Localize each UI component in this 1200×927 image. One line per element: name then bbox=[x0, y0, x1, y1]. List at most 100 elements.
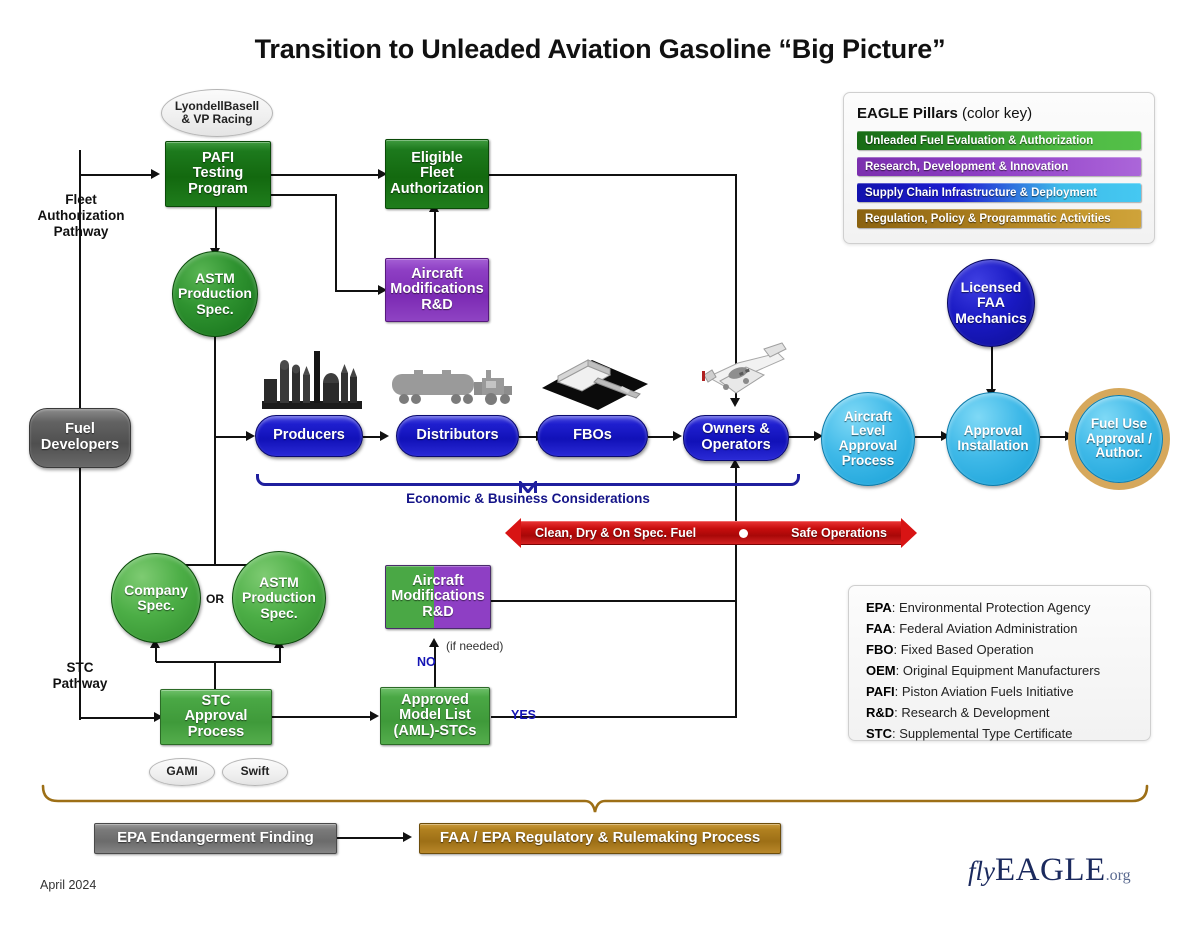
connector-bottom-right-spine bbox=[735, 600, 737, 718]
node-aircraft-level-approval-process[interactable]: Aircraft Level Approval Process bbox=[821, 392, 915, 486]
node-producers[interactable]: Producers bbox=[255, 415, 363, 457]
abbr-row: FBO: Fixed Based Operation bbox=[866, 642, 1034, 658]
connector-spine-to-owners-up bbox=[735, 464, 737, 519]
node-fbos[interactable]: FBOs bbox=[537, 415, 648, 457]
node-fuel-use-approval-authorization[interactable]: Fuel Use Approval / Author. bbox=[1075, 395, 1163, 483]
abbr-key: PAFI bbox=[866, 684, 895, 700]
connector-fbos-to-owners bbox=[648, 436, 674, 438]
arrowhead-pafi-to-mods bbox=[378, 285, 387, 295]
abbr-row: OEM: Original Equipment Manufacturers bbox=[866, 663, 1101, 679]
connector-distributors-to-fbos bbox=[519, 436, 537, 438]
legend-pillar-supply-chain: Supply Chain Infrastructure & Deployment bbox=[857, 183, 1141, 202]
abbr-value: Piston Aviation Fuels Initiative bbox=[901, 684, 1074, 700]
connector-stc-pathway bbox=[79, 717, 154, 719]
fleet-authorization-pathway-label: Fleet Authorization Pathway bbox=[18, 192, 144, 241]
node-approval-installation[interactable]: Approval Installation bbox=[946, 392, 1040, 486]
arrowhead-astm-to-producers bbox=[246, 431, 255, 441]
connector-to-astm-bottom bbox=[279, 645, 281, 662]
callout-label: Swift bbox=[240, 764, 270, 779]
connector-stc-to-aml bbox=[272, 716, 372, 718]
arrowhead-pafi-to-eligible bbox=[378, 169, 387, 179]
abbr-value: Environmental Protection Agency bbox=[899, 600, 1091, 615]
airplane-icon bbox=[686, 337, 790, 409]
connector-pafi-elbow-h1 bbox=[271, 194, 337, 196]
node-fuel-developers[interactable]: Fuel Developers bbox=[29, 408, 131, 468]
callout-lyondellbasell-vp-racing: LyondellBasell & VP Racing bbox=[161, 89, 273, 137]
safety-double-arrow: Clean, Dry & On Spec. Fuel Safe Operatio… bbox=[505, 517, 917, 549]
node-label: Producers bbox=[273, 427, 345, 444]
arrowhead-owners-to-aircraft-level bbox=[814, 431, 823, 441]
abbreviations-legend: EPA: Environmental Protection Agency FAA… bbox=[848, 585, 1151, 741]
stc-label-line2: Pathway bbox=[52, 676, 108, 692]
abbr-key: EPA bbox=[866, 600, 892, 615]
node-licensed-faa-mechanics[interactable]: Licensed FAA Mechanics bbox=[947, 259, 1035, 347]
node-pafi-testing-program[interactable]: PAFI Testing Program bbox=[165, 141, 271, 207]
connector-lower-mods-to-spine bbox=[491, 600, 737, 602]
node-eligible-fleet-authorization[interactable]: Eligible Fleet Authorization bbox=[385, 139, 489, 209]
abbr-row: R&D: Research & Development bbox=[866, 705, 1050, 721]
callout-label: GAMI bbox=[166, 764, 198, 779]
node-label: Approved Model List (AML)-STCs bbox=[393, 691, 477, 739]
arrowhead-aircraft-level-to-approval bbox=[941, 431, 950, 441]
arrowhead-left bbox=[505, 518, 521, 548]
connector-approval-to-fuel-use bbox=[1040, 436, 1068, 438]
node-label: Owners & Operators bbox=[701, 421, 771, 453]
abbr-row: STC: Supplemental Type Certificate bbox=[866, 726, 1073, 742]
node-label: Aircraft Level Approval Process bbox=[838, 408, 898, 468]
node-label: PAFI Testing Program bbox=[188, 149, 248, 197]
safety-right-label: Safe Operations bbox=[791, 526, 887, 540]
node-label: FBOs bbox=[573, 427, 612, 444]
legend-pillar-regulation: Regulation, Policy & Programmatic Activi… bbox=[857, 209, 1141, 228]
node-stc-approval-process[interactable]: STC Approval Process bbox=[160, 689, 272, 745]
connector-aircraft-level-to-approval bbox=[915, 436, 944, 438]
node-aircraft-modifications-rd-top[interactable]: Aircraft Modifications R&D bbox=[385, 258, 489, 322]
legend-heading: EAGLE Pillars (color key) bbox=[857, 105, 1141, 122]
node-faa-epa-regulatory-rulemaking[interactable]: FAA / EPA Regulatory & Rulemaking Proces… bbox=[419, 823, 781, 854]
node-label: Distributors bbox=[416, 427, 499, 444]
yes-label: YES bbox=[511, 708, 537, 722]
fleet-label-line3: Pathway bbox=[53, 224, 109, 240]
flyeagle-logo[interactable]: flyEAGLE.org bbox=[968, 852, 1131, 889]
node-label: STC Approval Process bbox=[184, 692, 248, 740]
node-label: ASTM Production Spec. bbox=[178, 270, 252, 317]
node-astm-production-spec-top[interactable]: ASTM Production Spec. bbox=[172, 251, 258, 337]
arrowhead-eligible-to-owners bbox=[730, 398, 740, 407]
legend-pillar-label: Supply Chain Infrastructure & Deployment bbox=[865, 186, 1097, 199]
fleet-label-line1: Fleet bbox=[65, 192, 97, 207]
node-label: Aircraft Modifications R&D bbox=[391, 572, 485, 620]
node-label: Fuel Use Approval / Author. bbox=[1085, 416, 1152, 461]
node-astm-production-spec-bottom[interactable]: ASTM Production Spec. bbox=[232, 551, 326, 645]
connector-stc-split-bar bbox=[156, 661, 281, 663]
stc-label-line1: STC bbox=[66, 660, 94, 675]
arrowhead-approval-to-fuel-use bbox=[1065, 431, 1074, 441]
connector-to-company-spec bbox=[155, 645, 157, 662]
node-label: ASTM Production Spec. bbox=[242, 574, 316, 621]
node-label: Approval Installation bbox=[957, 423, 1029, 453]
node-owners-operators[interactable]: Owners & Operators bbox=[683, 415, 789, 461]
node-epa-endangerment-finding[interactable]: EPA Endangerment Finding bbox=[94, 823, 337, 854]
abbr-key: STC bbox=[866, 726, 892, 742]
fleet-label-line2: Authorization bbox=[37, 208, 125, 224]
connector-right-spine-down bbox=[735, 174, 737, 400]
node-distributors[interactable]: Distributors bbox=[396, 415, 519, 457]
connector-pafi-to-eligible bbox=[271, 174, 381, 176]
connector-astm-to-producers bbox=[214, 436, 248, 438]
connector-mods-to-eligible bbox=[434, 208, 436, 258]
legend-pillar-label: Research, Development & Innovation bbox=[865, 160, 1069, 173]
connector-spine-mid bbox=[735, 519, 737, 601]
safety-left-label: Clean, Dry & On Spec. Fuel bbox=[535, 526, 697, 540]
node-aircraft-modifications-rd-bottom[interactable]: Aircraft Modifications R&D bbox=[385, 565, 491, 629]
fbo-building-icon bbox=[536, 352, 654, 412]
legend-heading-rest: (color key) bbox=[962, 105, 1033, 122]
abbr-key: R&D bbox=[866, 705, 895, 721]
eagle-pillars-legend: EAGLE Pillars (color key) Unleaded Fuel … bbox=[843, 92, 1155, 244]
legend-pillar-research: Research, Development & Innovation bbox=[857, 157, 1141, 176]
page-title: Transition to Unleaded Aviation Gasoline… bbox=[254, 34, 946, 64]
arrowhead-fbos-to-owners bbox=[673, 431, 682, 441]
node-approved-model-list-stcs[interactable]: Approved Model List (AML)-STCs bbox=[380, 687, 490, 745]
node-label: Aircraft Modifications R&D bbox=[390, 265, 484, 313]
node-company-spec[interactable]: Company Spec. bbox=[111, 553, 201, 643]
arrowhead-producers-to-distributors bbox=[380, 431, 389, 441]
callout-swift: Swift bbox=[222, 758, 288, 786]
node-label: Company Spec. bbox=[124, 581, 188, 613]
